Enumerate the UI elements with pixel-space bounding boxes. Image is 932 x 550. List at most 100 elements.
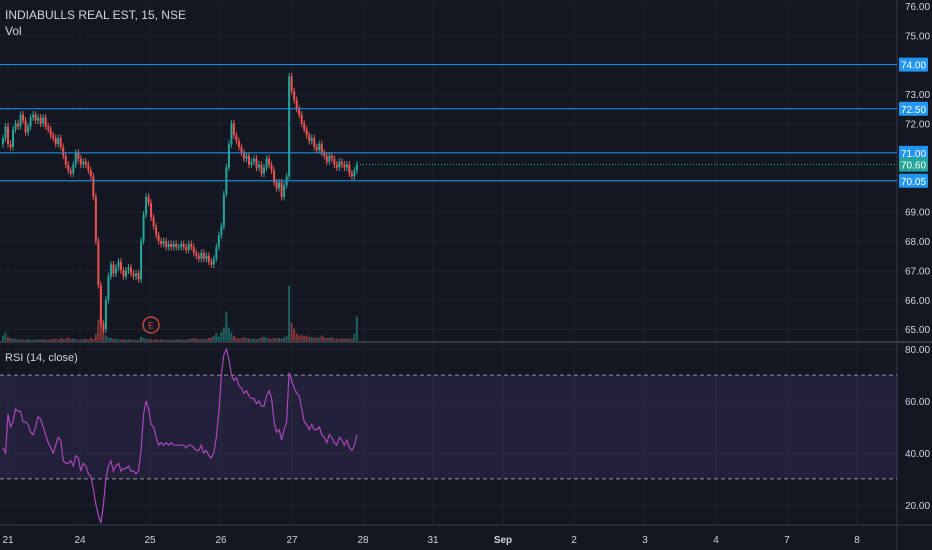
volume-bar [112,338,115,341]
candle-body [268,158,271,165]
volume-bar [135,339,137,341]
volume-bar [323,337,326,341]
volume-bar [74,339,77,341]
volume-bar [39,339,42,341]
volume-bar [52,339,55,341]
volume-bar [4,332,7,341]
date-tick-label: 27 [286,535,298,546]
date-tick-label: 28 [357,535,369,546]
candle-body [303,123,306,130]
volume-bar [177,339,180,341]
candle-body [64,155,67,165]
candle-body [162,241,165,244]
candle-body [182,243,185,247]
price-line-tag [899,101,928,116]
candle-body [308,135,311,142]
volume-bar [268,338,270,341]
volume-bar [245,337,248,341]
candle-body [325,155,328,162]
volume-bar [107,337,110,341]
volume-bar [197,339,200,341]
symbol-title: INDIABULLS REAL EST, 15, NSE [5,8,186,22]
candle-body [122,270,125,277]
candle-body [2,138,4,145]
candle-body [17,123,20,127]
volume-bar [49,339,52,341]
candle-body [260,164,263,174]
candle-body [187,243,190,250]
volume-bar [12,339,14,341]
volume-bar [152,339,155,341]
candle-body [145,196,148,215]
candle-body [84,161,87,165]
date-tick-label: 7 [784,535,790,546]
candle-body [222,194,225,227]
volume-bar [44,339,47,341]
volume-bar [300,334,303,341]
candle-body [205,255,208,259]
volume-bar [202,339,205,341]
candle-body [54,138,57,145]
price-line-label: 72.50 [901,105,926,116]
volume-bar [340,337,343,341]
candle-body [39,117,42,124]
volume-bar [328,337,331,341]
candle-body [112,264,115,274]
candle-body [9,144,12,147]
candle-body [180,243,183,247]
candle-body [104,299,107,330]
volume-bar [167,339,170,341]
volume-bar [345,338,348,341]
candle-body [94,196,97,242]
volume-bar [275,338,278,341]
volume-bar [17,339,19,341]
candle-body [12,129,15,147]
volume-bar [57,339,60,341]
volume-bar [137,339,140,341]
candle-body [87,164,90,171]
candle-body [315,146,318,150]
rsi-tick-label: 80.00 [905,345,930,356]
candle-body [114,267,117,274]
volume-bar [92,339,95,341]
volume-bar [9,337,12,341]
volume-bar [147,339,150,341]
candle-body [245,155,248,159]
volume-bar [222,327,225,341]
candle-body [135,273,138,277]
volume-bar [210,337,213,341]
candle-body [195,252,198,256]
volume-bar [69,339,72,341]
date-tick-label: Sep [494,535,512,546]
date-tick-label: 25 [144,535,156,546]
candle-body [240,146,243,153]
candle-body [160,241,163,244]
candle-body [200,252,203,259]
volume-bar [14,338,17,341]
candle-body [207,255,210,262]
date-tick-label: 31 [427,535,439,546]
volume-bar [150,339,152,341]
volume-bar [192,337,195,341]
volume-bar [47,339,50,341]
candle-body [288,76,291,177]
candle-body [152,217,155,227]
volume-bar [255,339,258,341]
candle-body [99,285,102,324]
price-line-tag [899,57,928,72]
volume-bar [353,333,356,341]
candle-body [318,144,321,150]
volume-bar [273,337,275,341]
candle-body [280,182,283,197]
candle-body [235,135,238,142]
volume-bar [200,339,203,341]
candle-body [250,161,253,165]
volume-bar [67,337,70,341]
volume-bar [145,338,147,341]
candle-body [300,114,303,124]
candle-body [167,243,170,247]
volume-bar [37,339,40,341]
candle-body [42,117,45,124]
volume-bar [333,338,336,341]
